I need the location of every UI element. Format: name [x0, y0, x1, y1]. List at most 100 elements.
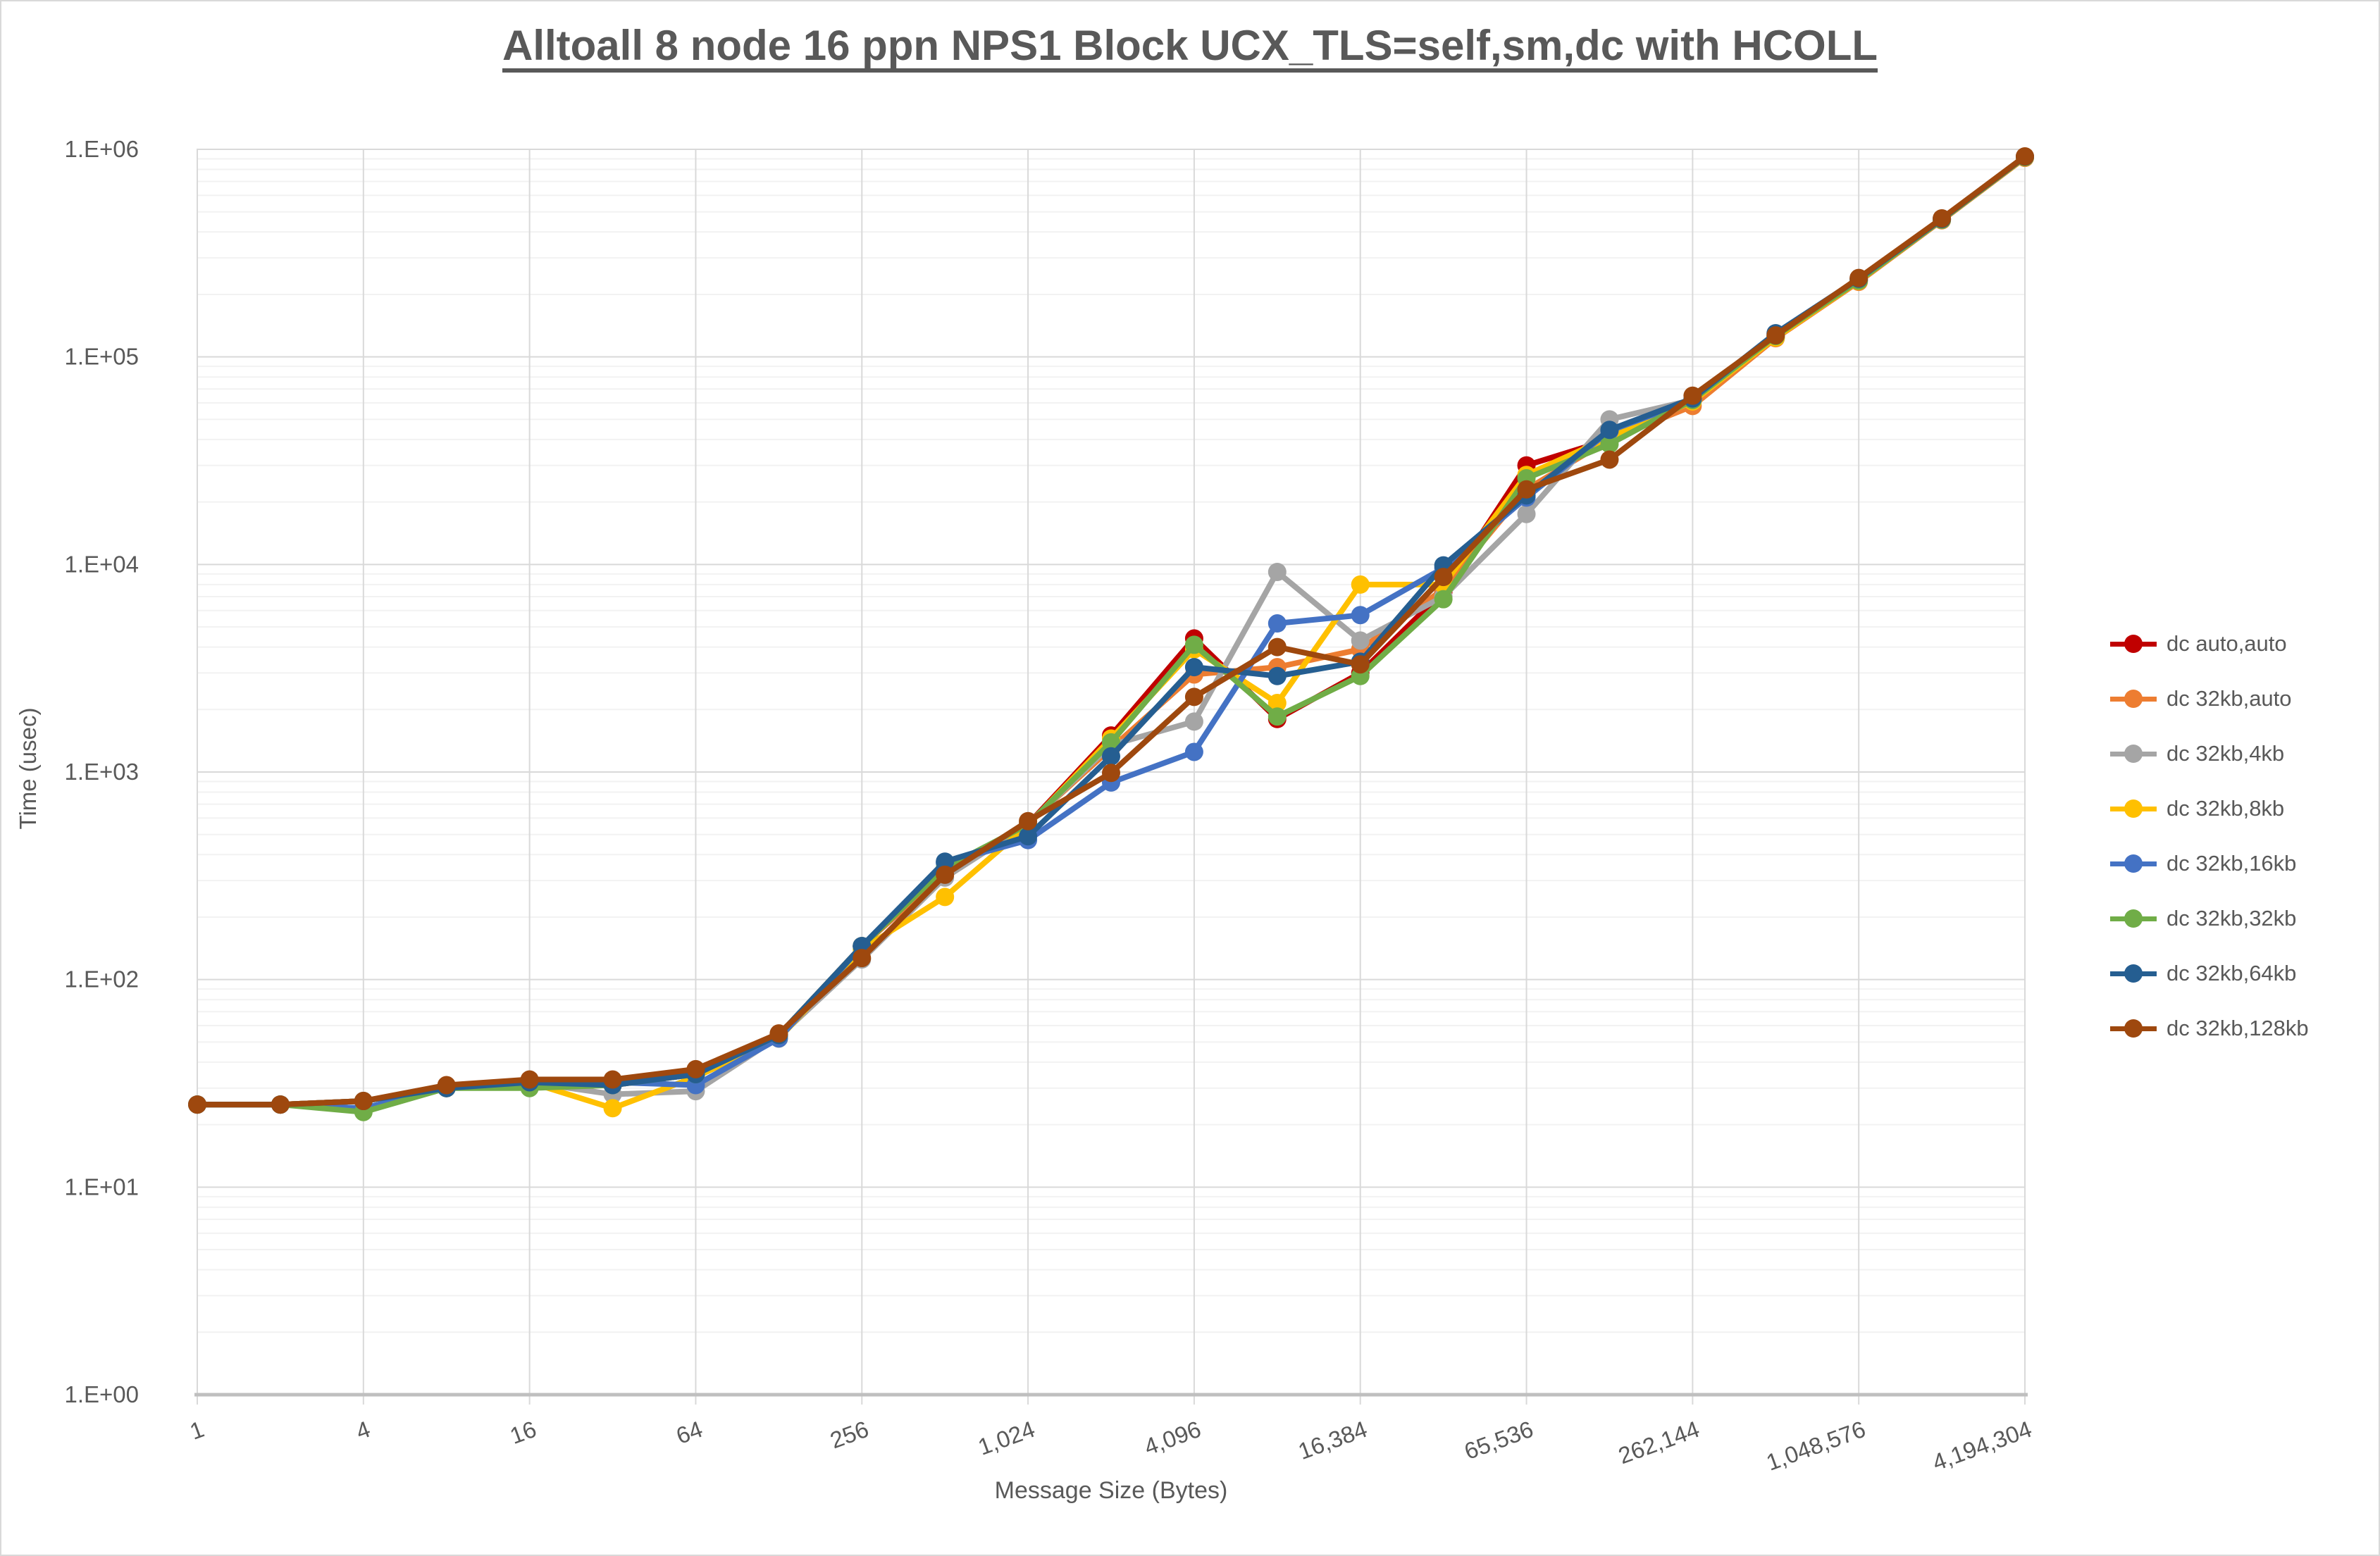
legend-item-dc-32kb-8kb: dc 32kb,8kb	[2110, 781, 2309, 836]
legend-line-marker-swatch	[2110, 799, 2157, 818]
svg-text:1.E+03: 1.E+03	[64, 759, 139, 785]
data-point	[1849, 268, 1868, 287]
data-point	[1268, 563, 1287, 582]
legend-line-marker-swatch	[2110, 690, 2157, 708]
data-point	[1517, 504, 1536, 523]
data-point	[1184, 712, 1203, 731]
svg-text:64: 64	[673, 1416, 706, 1449]
y-tick-labels: 1.E+00 1.E+01 1.E+02 1.E+03 1.E+04 1.E+05 1.E+…	[64, 136, 139, 1407]
legend-item-dc-32kb-4kb: dc 32kb,4kb	[2110, 726, 2309, 781]
legend-label: dc 32kb,64kb	[2167, 961, 2297, 985]
data-point	[188, 1095, 206, 1114]
data-point	[1600, 450, 1619, 469]
series-dc-32kb-128kb	[188, 147, 2034, 1114]
legend-item-dc-32kb-64kb: dc 32kb,64kb	[2110, 946, 2309, 1001]
legend-label: dc 32kb,32kb	[2167, 906, 2297, 931]
data-point	[1434, 590, 1453, 609]
svg-text:65,536: 65,536	[1461, 1416, 1537, 1464]
legend-label: dc 32kb,4kb	[2167, 741, 2285, 766]
legend-label: dc 32kb,128kb	[2167, 1016, 2309, 1040]
data-point	[603, 1070, 622, 1089]
data-point	[1268, 637, 1287, 656]
data-point	[520, 1070, 539, 1089]
data-point	[1268, 614, 1287, 633]
svg-text:1: 1	[186, 1416, 207, 1445]
svg-text:1.E+02: 1.E+02	[64, 966, 139, 992]
data-point	[1268, 707, 1287, 726]
series-dc-32kb-auto	[188, 149, 2034, 1114]
data-point	[1184, 658, 1203, 677]
data-point	[271, 1095, 290, 1114]
svg-text:1,048,576: 1,048,576	[1763, 1416, 1869, 1476]
data-point	[1600, 435, 1619, 454]
legend-line-marker-swatch	[2110, 964, 2157, 983]
data-point	[1019, 811, 1038, 830]
y-axis-title: Time (usec)	[15, 707, 41, 830]
data-point	[1351, 631, 1370, 650]
legend-item-dc-32kb-128kb: dc 32kb,128kb	[2110, 1001, 2309, 1056]
series-dc-32kb-64kb	[188, 147, 2034, 1114]
data-point	[603, 1099, 622, 1118]
svg-text:1.E+01: 1.E+01	[64, 1174, 139, 1200]
legend-line-marker-swatch	[2110, 635, 2157, 653]
legend-label: dc 32kb,auto	[2167, 686, 2292, 711]
svg-text:262,144: 262,144	[1615, 1416, 1703, 1469]
series-dc-auto-auto	[188, 147, 2034, 1114]
data-point	[1184, 742, 1203, 761]
legend-item-dc-32kb-auto: dc 32kb,auto	[2110, 671, 2309, 726]
data-point	[686, 1059, 705, 1078]
data-point	[1517, 480, 1536, 499]
svg-text:1.E+05: 1.E+05	[64, 344, 139, 370]
data-point	[1268, 694, 1287, 713]
data-point	[853, 949, 872, 968]
data-point	[1102, 764, 1120, 783]
legend: dc auto,auto dc 32kb,auto dc 32kb,4kb dc 32…	[2110, 616, 2309, 1056]
svg-text:16: 16	[507, 1416, 540, 1449]
data-point	[2016, 147, 2034, 166]
svg-text:16,384: 16,384	[1295, 1416, 1371, 1464]
data-point	[936, 888, 955, 907]
data-point	[1102, 733, 1120, 752]
data-point	[1683, 386, 1702, 405]
svg-text:256: 256	[826, 1416, 872, 1454]
legend-line-marker-swatch	[2110, 1019, 2157, 1038]
x-axis-title: Message Size (Bytes)	[994, 1477, 1228, 1504]
data-point	[1351, 655, 1370, 674]
data-point	[1766, 326, 1785, 345]
data-point	[354, 1092, 373, 1111]
data-point	[769, 1024, 788, 1043]
legend-label: dc 32kb,16kb	[2167, 851, 2297, 876]
data-point	[437, 1076, 456, 1095]
svg-text:1.E+00: 1.E+00	[64, 1381, 139, 1407]
svg-text:4,194,304: 4,194,304	[1929, 1416, 2035, 1476]
major-gridlines	[197, 149, 2026, 1405]
data-point	[936, 852, 955, 871]
legend-line-marker-swatch	[2110, 745, 2157, 763]
legend-item-dc-auto-auto: dc auto,auto	[2110, 616, 2309, 671]
legend-line-marker-swatch	[2110, 854, 2157, 873]
svg-text:1.E+04: 1.E+04	[64, 551, 139, 577]
data-point	[1351, 575, 1370, 594]
data-point	[1600, 421, 1619, 440]
chart-title: Alltoall 8 node 16 ppn NPS1 Block UCX_TL…	[502, 22, 1878, 69]
data-point	[936, 865, 955, 884]
legend-label: dc 32kb,8kb	[2167, 796, 2285, 821]
series-dc-32kb-8kb	[188, 148, 2034, 1118]
x-tick-labels: 1 4 16 64 256 1,024 4,096 16,384 65,536 262,144 1,…	[186, 1416, 2035, 1476]
legend-item-dc-32kb-16kb: dc 32kb,16kb	[2110, 836, 2309, 891]
series-dc-32kb-4kb	[188, 147, 2034, 1114]
data-point	[1933, 208, 1952, 228]
data-point	[1184, 635, 1203, 654]
legend-item-dc-32kb-32kb: dc 32kb,32kb	[2110, 891, 2309, 946]
legend-label: dc auto,auto	[2167, 631, 2287, 656]
data-point	[1434, 568, 1453, 587]
svg-text:1,024: 1,024	[974, 1416, 1038, 1460]
data-point	[1351, 606, 1370, 625]
data-point	[1102, 747, 1120, 766]
data-point	[1268, 666, 1287, 685]
series-dc-32kb-16kb	[188, 147, 2034, 1118]
svg-text:4,096: 4,096	[1141, 1416, 1204, 1460]
data-point	[1184, 687, 1203, 707]
